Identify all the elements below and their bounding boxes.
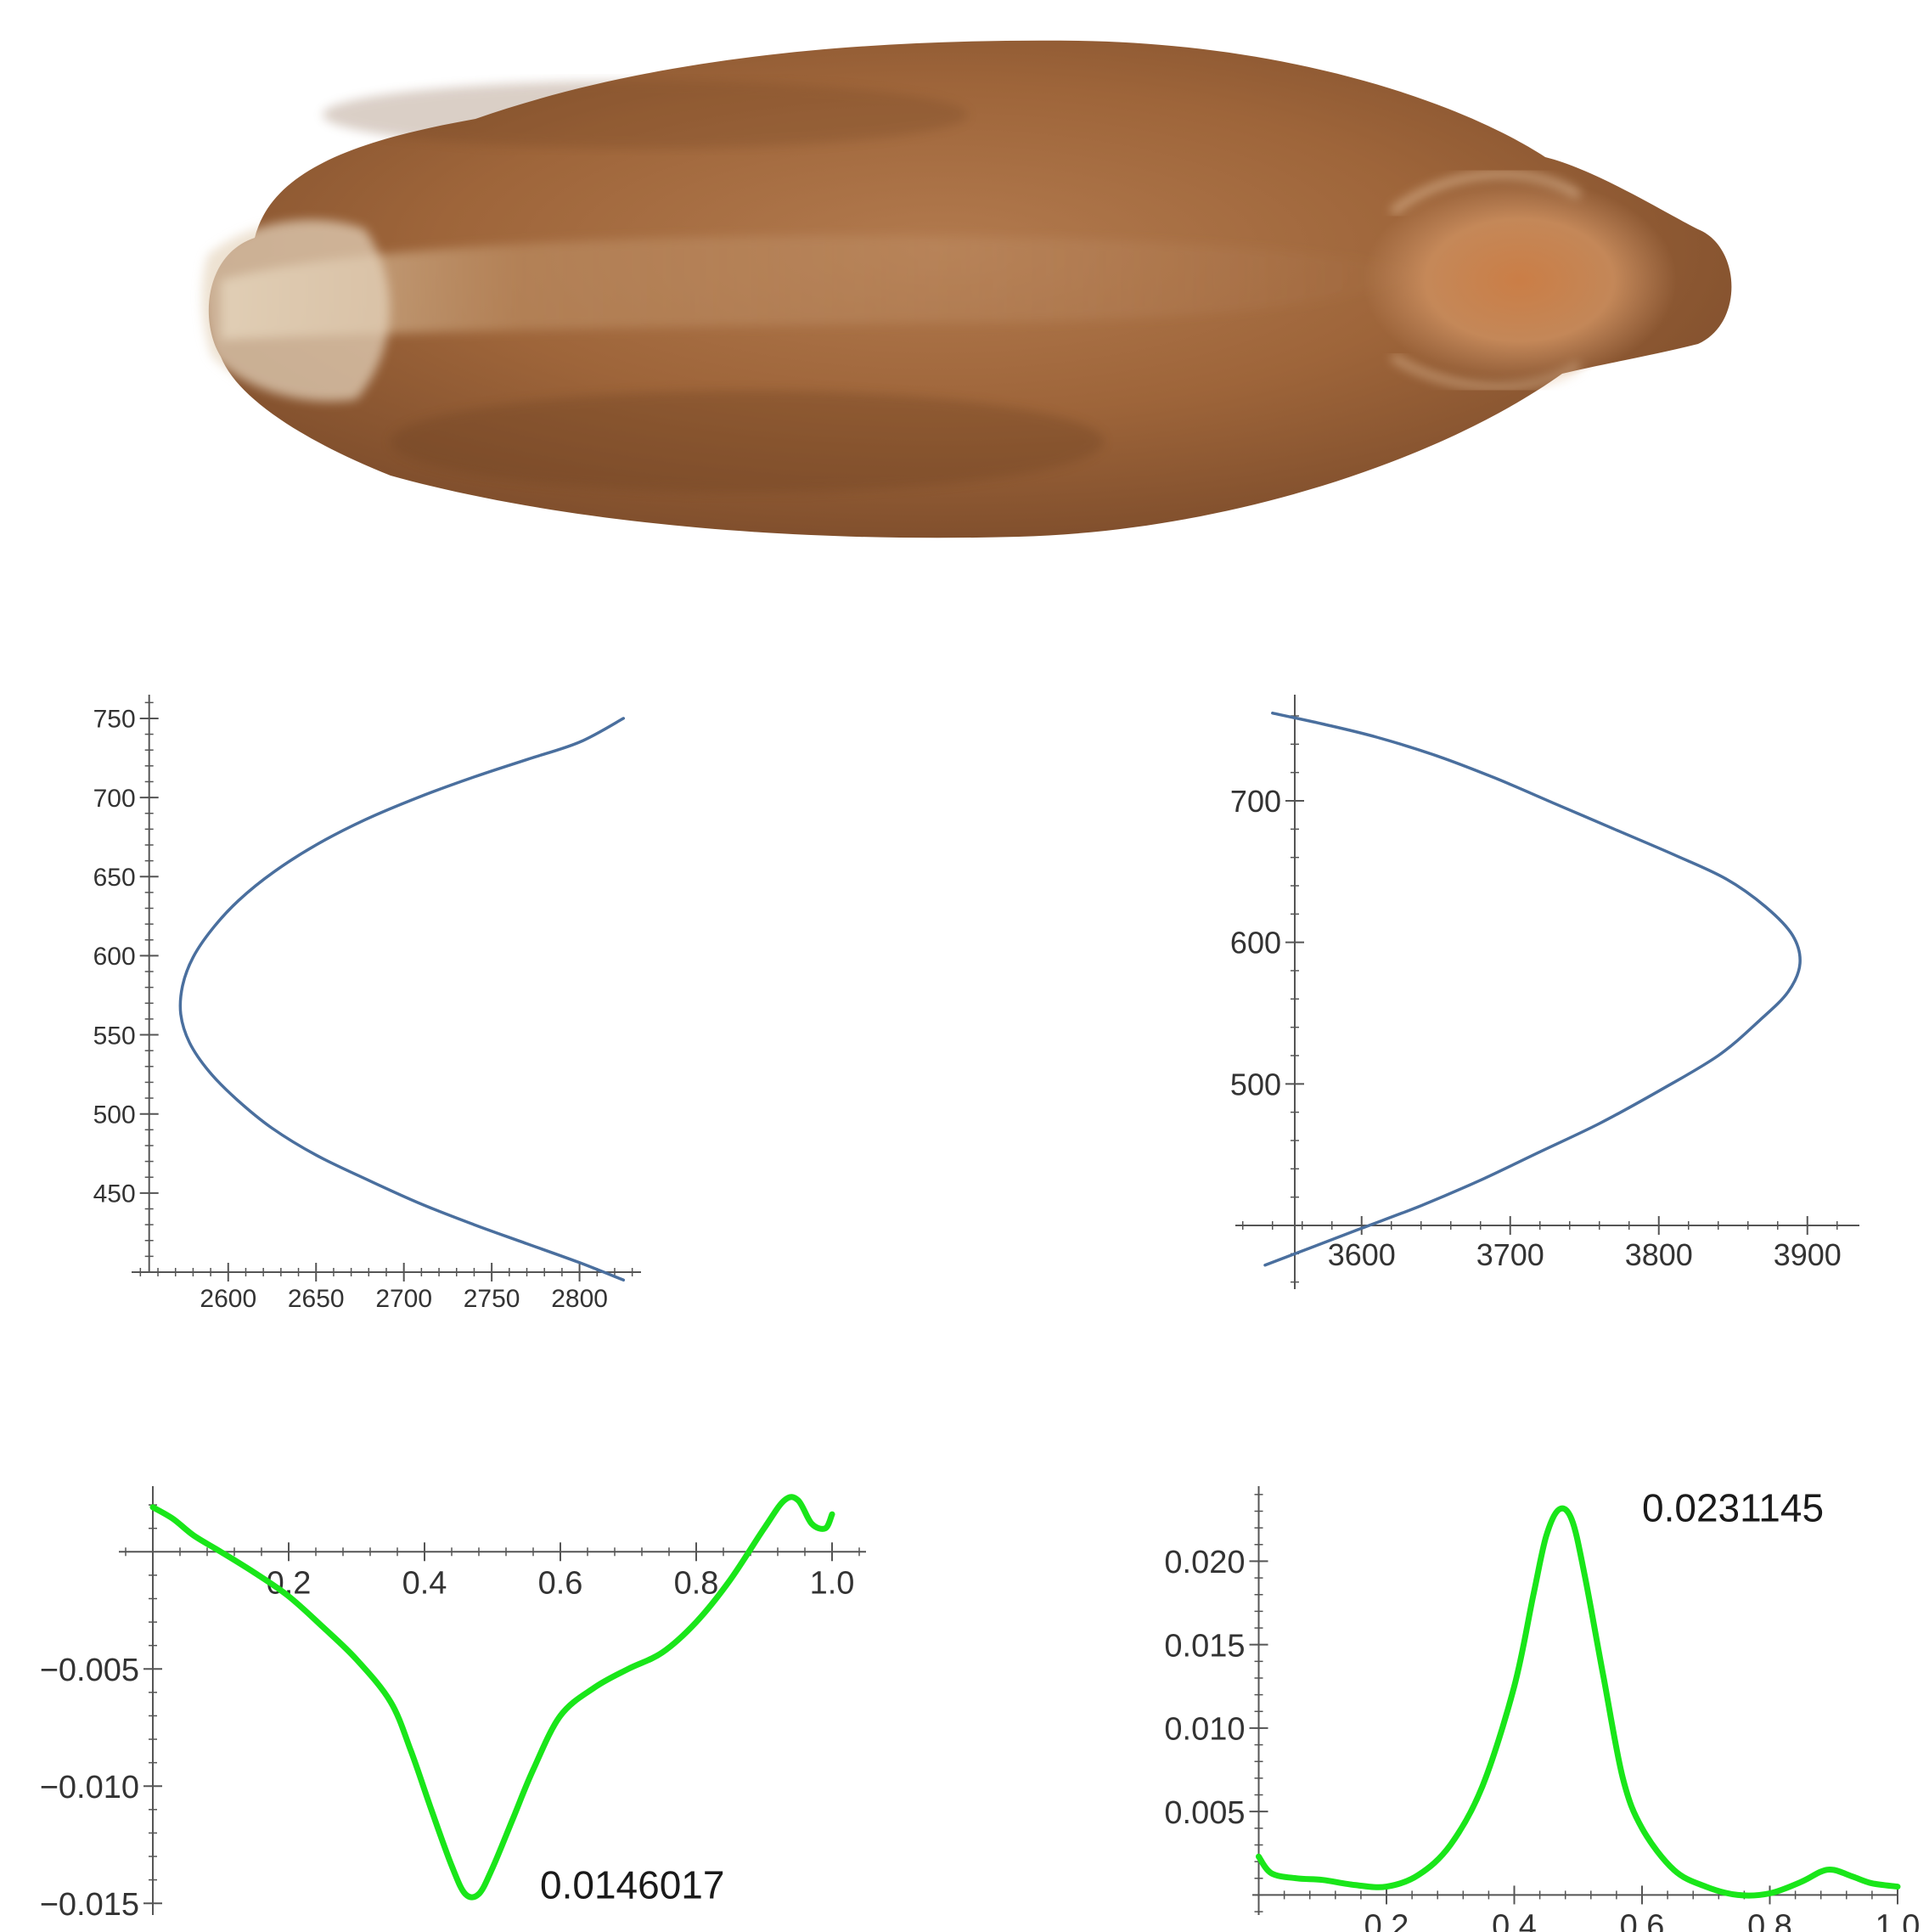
profile-right-x-tick-label: 3600: [1328, 1237, 1396, 1272]
profile-left-y-tick-label: 600: [93, 943, 136, 971]
profile-left-x-tick-label: 2800: [551, 1285, 608, 1313]
curvature-right-x-tick-label: 0.8: [1747, 1908, 1792, 1932]
profile-left-y-tick-label: 750: [93, 706, 136, 734]
curvature-right-series-line: [1256, 1505, 1901, 1899]
seed-photo: [202, 40, 1732, 538]
curvature-left-y-tick-label: −0.015: [40, 1887, 139, 1923]
profile-right-x-tick-label: 3700: [1476, 1237, 1544, 1272]
profile-right-y-tick-label: 600: [1230, 926, 1281, 960]
curvature-right-y-tick-label: 0.010: [1164, 1712, 1245, 1748]
curvature-left-annotation: 0.0146017: [540, 1863, 724, 1907]
profile-left-x-tick-label: 2650: [288, 1285, 345, 1313]
curvature-right-y-tick-label: 0.015: [1164, 1628, 1245, 1664]
profile-right-chart: 3600 3700 3800 3900 500 600 700: [1230, 695, 1859, 1289]
curvature-left-chart: 0.2 0.4 0.6 0.8 1.0−0.015−0.010−0.0050.01460…: [40, 1486, 866, 1923]
profile-right-series-line: [1263, 711, 1802, 1267]
curvature-right-chart: 0.2 0.4 0.6 0.8 1.0 0.005 0.010 0.015 0.020 0.023…: [1164, 1485, 1921, 1932]
profile-left-y-tick-label: 650: [93, 864, 136, 892]
profile-left-chart: 2600 2650 2700 2750 2800 450 500 550 600 650 700 75…: [93, 695, 641, 1313]
profile-left-x-tick-label: 2750: [464, 1285, 520, 1313]
profile-left-x-tick-label: 2700: [375, 1285, 432, 1313]
curvature-left-y-tick-label: −0.005: [40, 1653, 139, 1688]
profile-left-y-tick-label: 450: [93, 1180, 136, 1208]
curvature-right-y-tick-label: 0.020: [1164, 1545, 1245, 1580]
curvature-left-y-tick-label: −0.010: [40, 1770, 139, 1805]
profile-right-y-tick-label: 700: [1230, 784, 1281, 819]
profile-left-y-tick-label: 500: [93, 1101, 136, 1129]
profile-left-y-tick-label: 700: [93, 785, 136, 813]
curvature-left-x-tick-label: 0.6: [538, 1565, 583, 1601]
profile-right-y-tick-label: 500: [1230, 1067, 1281, 1101]
curvature-left-x-tick-label: 1.0: [810, 1565, 855, 1601]
curvature-left-x-tick-label: 0.8: [674, 1565, 719, 1601]
curvature-right-x-tick-label: 0.6: [1620, 1908, 1665, 1932]
curvature-right-x-tick-label: 0.2: [1364, 1908, 1409, 1932]
profile-right-x-tick-label: 3900: [1774, 1237, 1842, 1272]
curvature-right-x-tick-label: 1.0: [1876, 1908, 1921, 1932]
curvature-left-series-line: [149, 1494, 835, 1901]
seed-body: [202, 40, 1732, 538]
profile-left-y-tick-label: 550: [93, 1022, 136, 1050]
curvature-left-x-tick-label: 0.4: [402, 1565, 447, 1601]
profile-right-x-tick-label: 3800: [1625, 1237, 1693, 1272]
curvature-right-annotation: 0.0231145: [1642, 1485, 1824, 1529]
curvature-right-x-tick-label: 0.4: [1492, 1908, 1537, 1932]
profile-left-series-line: [178, 717, 626, 1282]
profile-left-x-tick-label: 2600: [200, 1285, 256, 1313]
curvature-right-y-tick-label: 0.005: [1164, 1795, 1245, 1831]
